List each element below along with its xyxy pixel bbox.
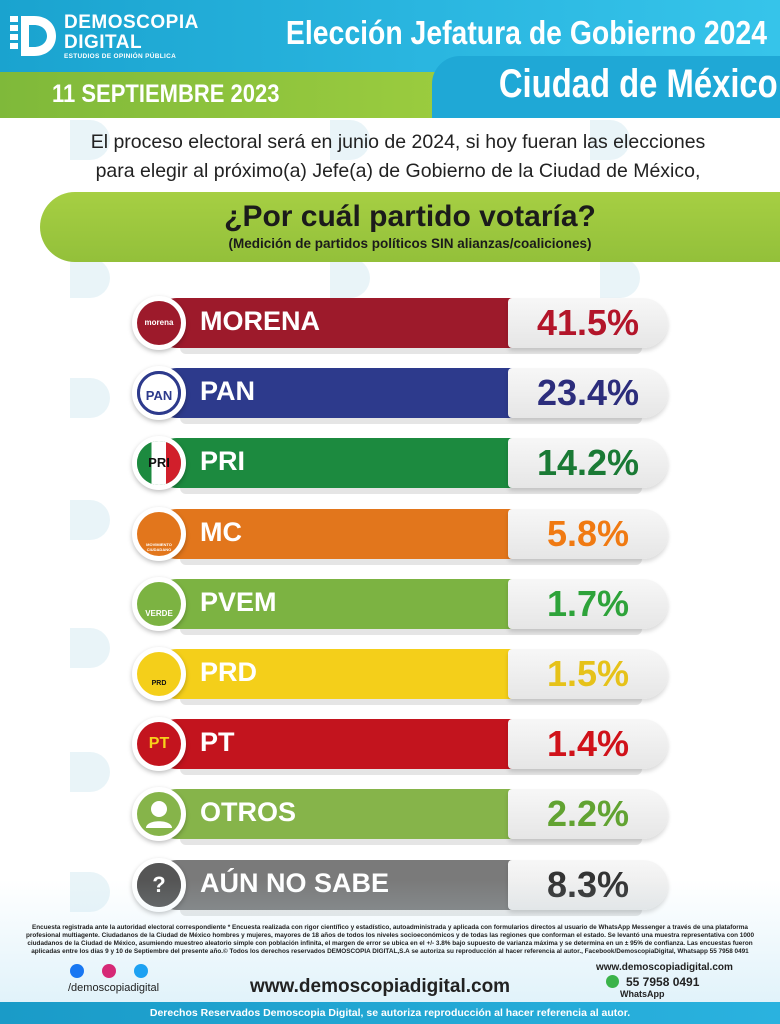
twitter-icon[interactable] — [134, 964, 148, 978]
pvem-logo: VERDE — [137, 581, 181, 626]
watermark-logo — [330, 120, 370, 160]
footer-gradient — [0, 880, 780, 1002]
intro-line-2: para elegir al próximo(a) Jefe(a) de Gob… — [95, 160, 701, 182]
party-value: 2.2% — [546, 793, 630, 835]
party-logo-text — [137, 792, 181, 836]
bar-row: PRD PRD 1.5% — [132, 647, 668, 705]
question-subtitle: (Medición de partidos políticos SIN alia… — [228, 236, 592, 251]
party-logo-text: morena — [144, 318, 174, 327]
brand-name-line1: DEMOSCOPIA — [64, 12, 199, 33]
rights-bar: Derechos Reservados Demoscopia Digital, … — [0, 1002, 780, 1024]
watermark-logo — [70, 120, 110, 160]
bar-row: VERDE PVEM 1.7% — [132, 576, 668, 635]
page-title: Elección Jefatura de Gobierno 2024 — [285, 14, 767, 51]
party-value: 23.4% — [536, 372, 640, 414]
party-label: PRI — [200, 446, 246, 477]
value-box — [508, 649, 668, 699]
value-box — [508, 298, 668, 348]
pri-logo: PRI — [137, 441, 181, 486]
party-badge: PRD — [132, 647, 186, 701]
party-label: OTROS — [200, 797, 297, 828]
value-box — [508, 789, 668, 840]
methodology-note: Encuesta registrada ante la autoridad el… — [25, 924, 755, 955]
rights-text: Derechos Reservados Demoscopia Digital, … — [149, 1007, 631, 1019]
social-handle[interactable]: /demoscopiadigital — [68, 982, 160, 994]
prd-logo: PRD — [137, 652, 181, 696]
party-badge: PRI — [132, 436, 186, 491]
party-label: PAN — [200, 376, 256, 407]
party-value: 1.7% — [546, 582, 630, 624]
party-logo-text: VERDE — [145, 608, 173, 618]
party-label: MC — [200, 516, 242, 547]
party-badge: PT — [132, 717, 186, 772]
person-icon — [137, 792, 181, 837]
value-box — [508, 578, 668, 629]
value-box — [508, 368, 668, 419]
watermark-logo — [70, 500, 110, 540]
instagram-icon[interactable] — [102, 964, 116, 978]
pan-logo: PAN — [137, 371, 181, 416]
party-value: 1.4% — [546, 723, 630, 765]
whatsapp-icon — [606, 975, 619, 988]
question-banner — [40, 192, 780, 262]
party-value: 41.5% — [536, 302, 640, 343]
watermark-logo — [600, 258, 640, 298]
party-badge: MOVIMIENTO CIUDADANO — [132, 506, 186, 561]
bar-row: PAN PAN 23.4% — [132, 366, 668, 425]
watermark-logo — [70, 378, 110, 418]
phone-number: 55 7958 0491 — [626, 975, 700, 989]
party-logo-text: PRI — [137, 441, 181, 486]
party-logo-text: PAN — [137, 371, 181, 416]
watermark-logo — [70, 752, 110, 792]
watermark-logo — [70, 628, 110, 668]
bar-row: OTROS 2.2% — [132, 787, 668, 846]
party-badge — [132, 787, 186, 842]
party-label: MORENA — [200, 306, 320, 336]
party-logo-text: PRD — [151, 680, 167, 687]
mc-logo: MOVIMIENTO CIUDADANO — [137, 511, 181, 556]
party-value: 1.5% — [546, 653, 630, 694]
intro-line-1: El proceso electoral será en junio de 20… — [90, 131, 706, 153]
survey-date: 11 SEPTIEMBRE 2023 — [52, 80, 280, 108]
party-logo-text: MOVIMIENTO CIUDADANO — [146, 541, 172, 552]
watermark-logo — [70, 258, 110, 298]
watermark-logo — [590, 120, 630, 160]
party-logo-text: PT — [148, 735, 170, 753]
page-subtitle: Ciudad de México — [498, 62, 778, 106]
website-small[interactable]: www.demoscopiadigital.com — [596, 962, 733, 973]
party-value: 5.8% — [546, 512, 630, 554]
brand-logo: DEMOSCOPIA DIGITAL ESTUDIOS DE OPINIÓN P… — [8, 10, 198, 62]
party-label: PT — [200, 727, 235, 758]
watermark-logo — [330, 258, 370, 298]
value-box — [508, 508, 668, 559]
party-badge: VERDE — [132, 576, 186, 631]
bar-row: PT PT 1.4% — [132, 717, 668, 776]
question-title: ¿Por cuál partido votaría? — [224, 200, 596, 233]
party-value: 14.2% — [536, 442, 640, 484]
website-link[interactable]: www.demoscopiadigital.com — [250, 976, 511, 997]
facebook-icon[interactable] — [70, 964, 84, 978]
brand-tagline: ESTUDIOS DE OPINIÓN PÚBLICA — [64, 53, 177, 60]
bar-row: morena MORENA 41.5% — [132, 296, 668, 354]
brand-name-line2: DIGITAL — [64, 32, 143, 53]
morena-logo: morena — [137, 301, 181, 345]
bar-row: PRI PRI 14.2% — [132, 436, 668, 495]
value-box — [508, 438, 668, 489]
whatsapp-label: WhatsApp — [620, 989, 665, 999]
header-subtitle-band — [432, 56, 780, 118]
social-icons — [70, 964, 166, 983]
party-label: PRD — [200, 657, 258, 687]
party-badge: morena — [132, 296, 186, 350]
party-label: PVEM — [200, 586, 277, 617]
value-box — [508, 719, 668, 770]
intro-text: El proceso electoral será en junio de 20… — [18, 128, 778, 186]
pt-logo: PT — [137, 722, 181, 767]
brand-d-icon — [10, 16, 56, 56]
party-badge: PAN — [132, 366, 186, 421]
bar-row: MOVIMIENTO CIUDADANO MC 5.8% — [132, 506, 668, 565]
